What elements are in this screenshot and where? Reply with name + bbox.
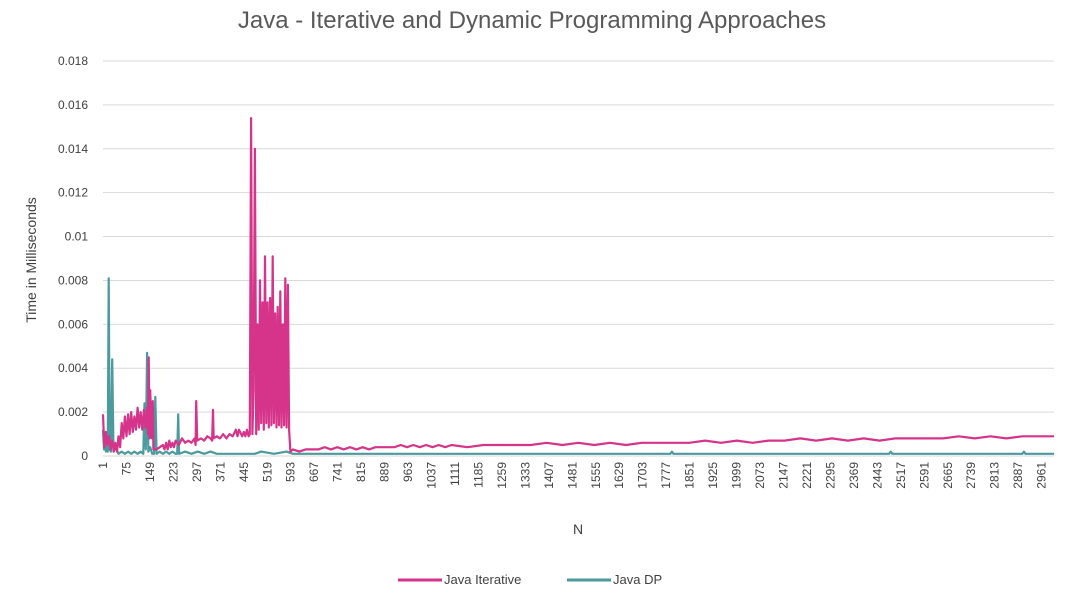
x-tick-label: 2887 [1011,462,1025,489]
x-axis-title: N [573,521,583,537]
series-line-java-iterative [101,117,1054,453]
x-tick-label: 2073 [753,462,767,489]
legend-label: Java DP [613,572,662,587]
gridlines [103,60,1054,457]
x-tick-label: 593 [284,462,298,482]
x-tick-label: 667 [307,462,321,482]
x-tick-label: 1999 [730,462,744,489]
x-tick-label: 2369 [847,462,861,489]
x-tick-label: 1407 [542,462,556,489]
x-tick-label: 223 [166,462,180,482]
y-tick-label: 0.018 [58,54,88,68]
x-tick-label: 1 [96,462,110,469]
x-tick-label: 2813 [988,462,1002,489]
x-tick-label: 2295 [823,462,837,489]
x-tick-label: 889 [378,462,392,482]
x-tick-label: 1555 [589,462,603,489]
x-tick-label: 2517 [894,462,908,489]
x-tick-label: 445 [237,462,251,482]
y-tick-label: 0.012 [58,186,88,200]
x-tick-label: 2665 [941,462,955,489]
series-line-java-dp [101,277,1054,455]
x-tick-label: 1481 [565,462,579,489]
y-axis-title: Time in Milliseconds [23,197,39,323]
x-tick-label: 963 [401,462,415,482]
x-tick-label: 1333 [518,462,532,489]
x-tick-label: 1111 [448,462,462,486]
y-tick-label: 0.002 [58,405,88,419]
x-tick-label: 1777 [659,462,673,489]
x-tick-label: 1629 [612,462,626,489]
x-tick-label: 1259 [495,462,509,489]
x-tick-label: 741 [331,462,345,482]
y-tick-label: 0.004 [58,361,88,375]
y-tick-label: 0.006 [58,317,88,331]
x-tick-label: 1185 [471,462,485,488]
y-tick-label: 0 [81,449,88,463]
x-tick-label: 519 [260,462,274,482]
x-tick-label: 815 [354,462,368,482]
x-tick-label: 297 [190,462,204,482]
x-tick-label: 2961 [1035,462,1049,489]
x-tick-label: 2147 [777,462,791,489]
x-tick-label: 1703 [636,462,650,489]
x-tick-label: 1925 [706,462,720,489]
x-tick-label: 371 [213,462,227,482]
y-tick-label: 0.014 [58,142,88,156]
x-tick-label: 149 [143,462,157,482]
series-lines [101,117,1054,455]
x-tick-label: 75 [119,462,133,476]
x-tick-label: 2221 [800,462,814,489]
x-axis-ticks: 1 75 149 223 297 371 445 519 593 667 741 815 889 963 1… [96,462,1049,489]
y-tick-label: 0.01 [65,230,89,244]
legend-label: Java Iterative [444,572,521,587]
y-tick-label: 0.016 [58,98,88,112]
chart-title: Java - Iterative and Dynamic Programming… [238,7,826,34]
x-tick-label: 2443 [870,462,884,489]
x-tick-label: 1851 [683,462,697,489]
y-tick-label: 0.008 [58,273,88,287]
legend: Java Iterative Java DP [398,572,662,587]
x-tick-label: 2591 [917,462,931,489]
x-tick-label: 2739 [964,462,978,489]
x-tick-label: 1037 [425,462,439,489]
y-axis-ticks: 0 0.002 0.004 0.006 0.008 0.01 0.012 0.014 0.016… [58,54,88,463]
